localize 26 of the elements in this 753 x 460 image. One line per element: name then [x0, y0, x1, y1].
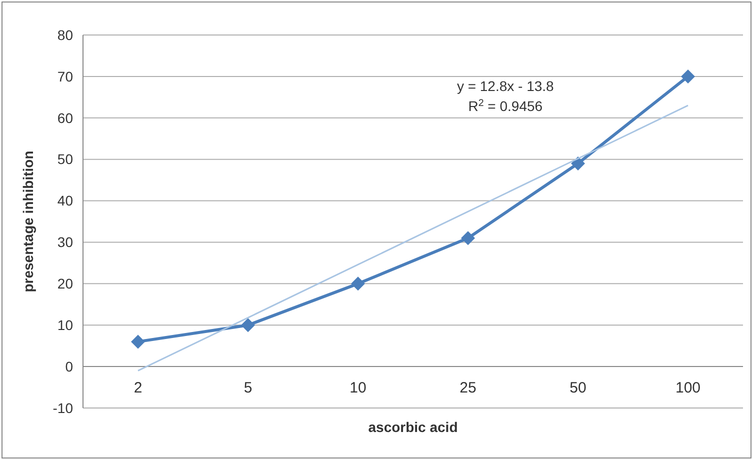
point [681, 69, 695, 84]
y-tick-label: 40 [57, 192, 74, 209]
y-tick-label: 20 [57, 276, 74, 292]
y-tick-label: 0 [65, 358, 74, 374]
x-tick-label: 5 [244, 380, 252, 397]
point [241, 318, 255, 332]
point [571, 156, 585, 170]
y-tick-label: 70 [57, 68, 74, 84]
annotation: R$^{2}$ = 0.9456 [468, 98, 543, 114]
x-axis-title: ascorbic acid [368, 419, 458, 435]
annotation: y = 12.8x - 13.8 [456, 78, 554, 94]
y-tick-label: 50 [57, 151, 74, 168]
x-tick-label: 25 [460, 380, 476, 397]
y-tick-label: 60 [57, 110, 74, 126]
point [131, 334, 145, 349]
x-tick-label: 50 [570, 380, 586, 397]
y-tick-label: -10 [52, 400, 74, 416]
point [351, 276, 365, 291]
y-tick-label: 30 [57, 234, 74, 250]
y-tick-label: 80 [57, 26, 74, 43]
x-tick-label: 100 [675, 380, 701, 397]
x-tick-label: 2 [134, 380, 142, 397]
point [461, 231, 475, 246]
y-axis-title: presentage inhibition [20, 150, 36, 292]
y-tick-label: 10 [57, 317, 74, 334]
x-tick-label: 10 [350, 380, 366, 397]
